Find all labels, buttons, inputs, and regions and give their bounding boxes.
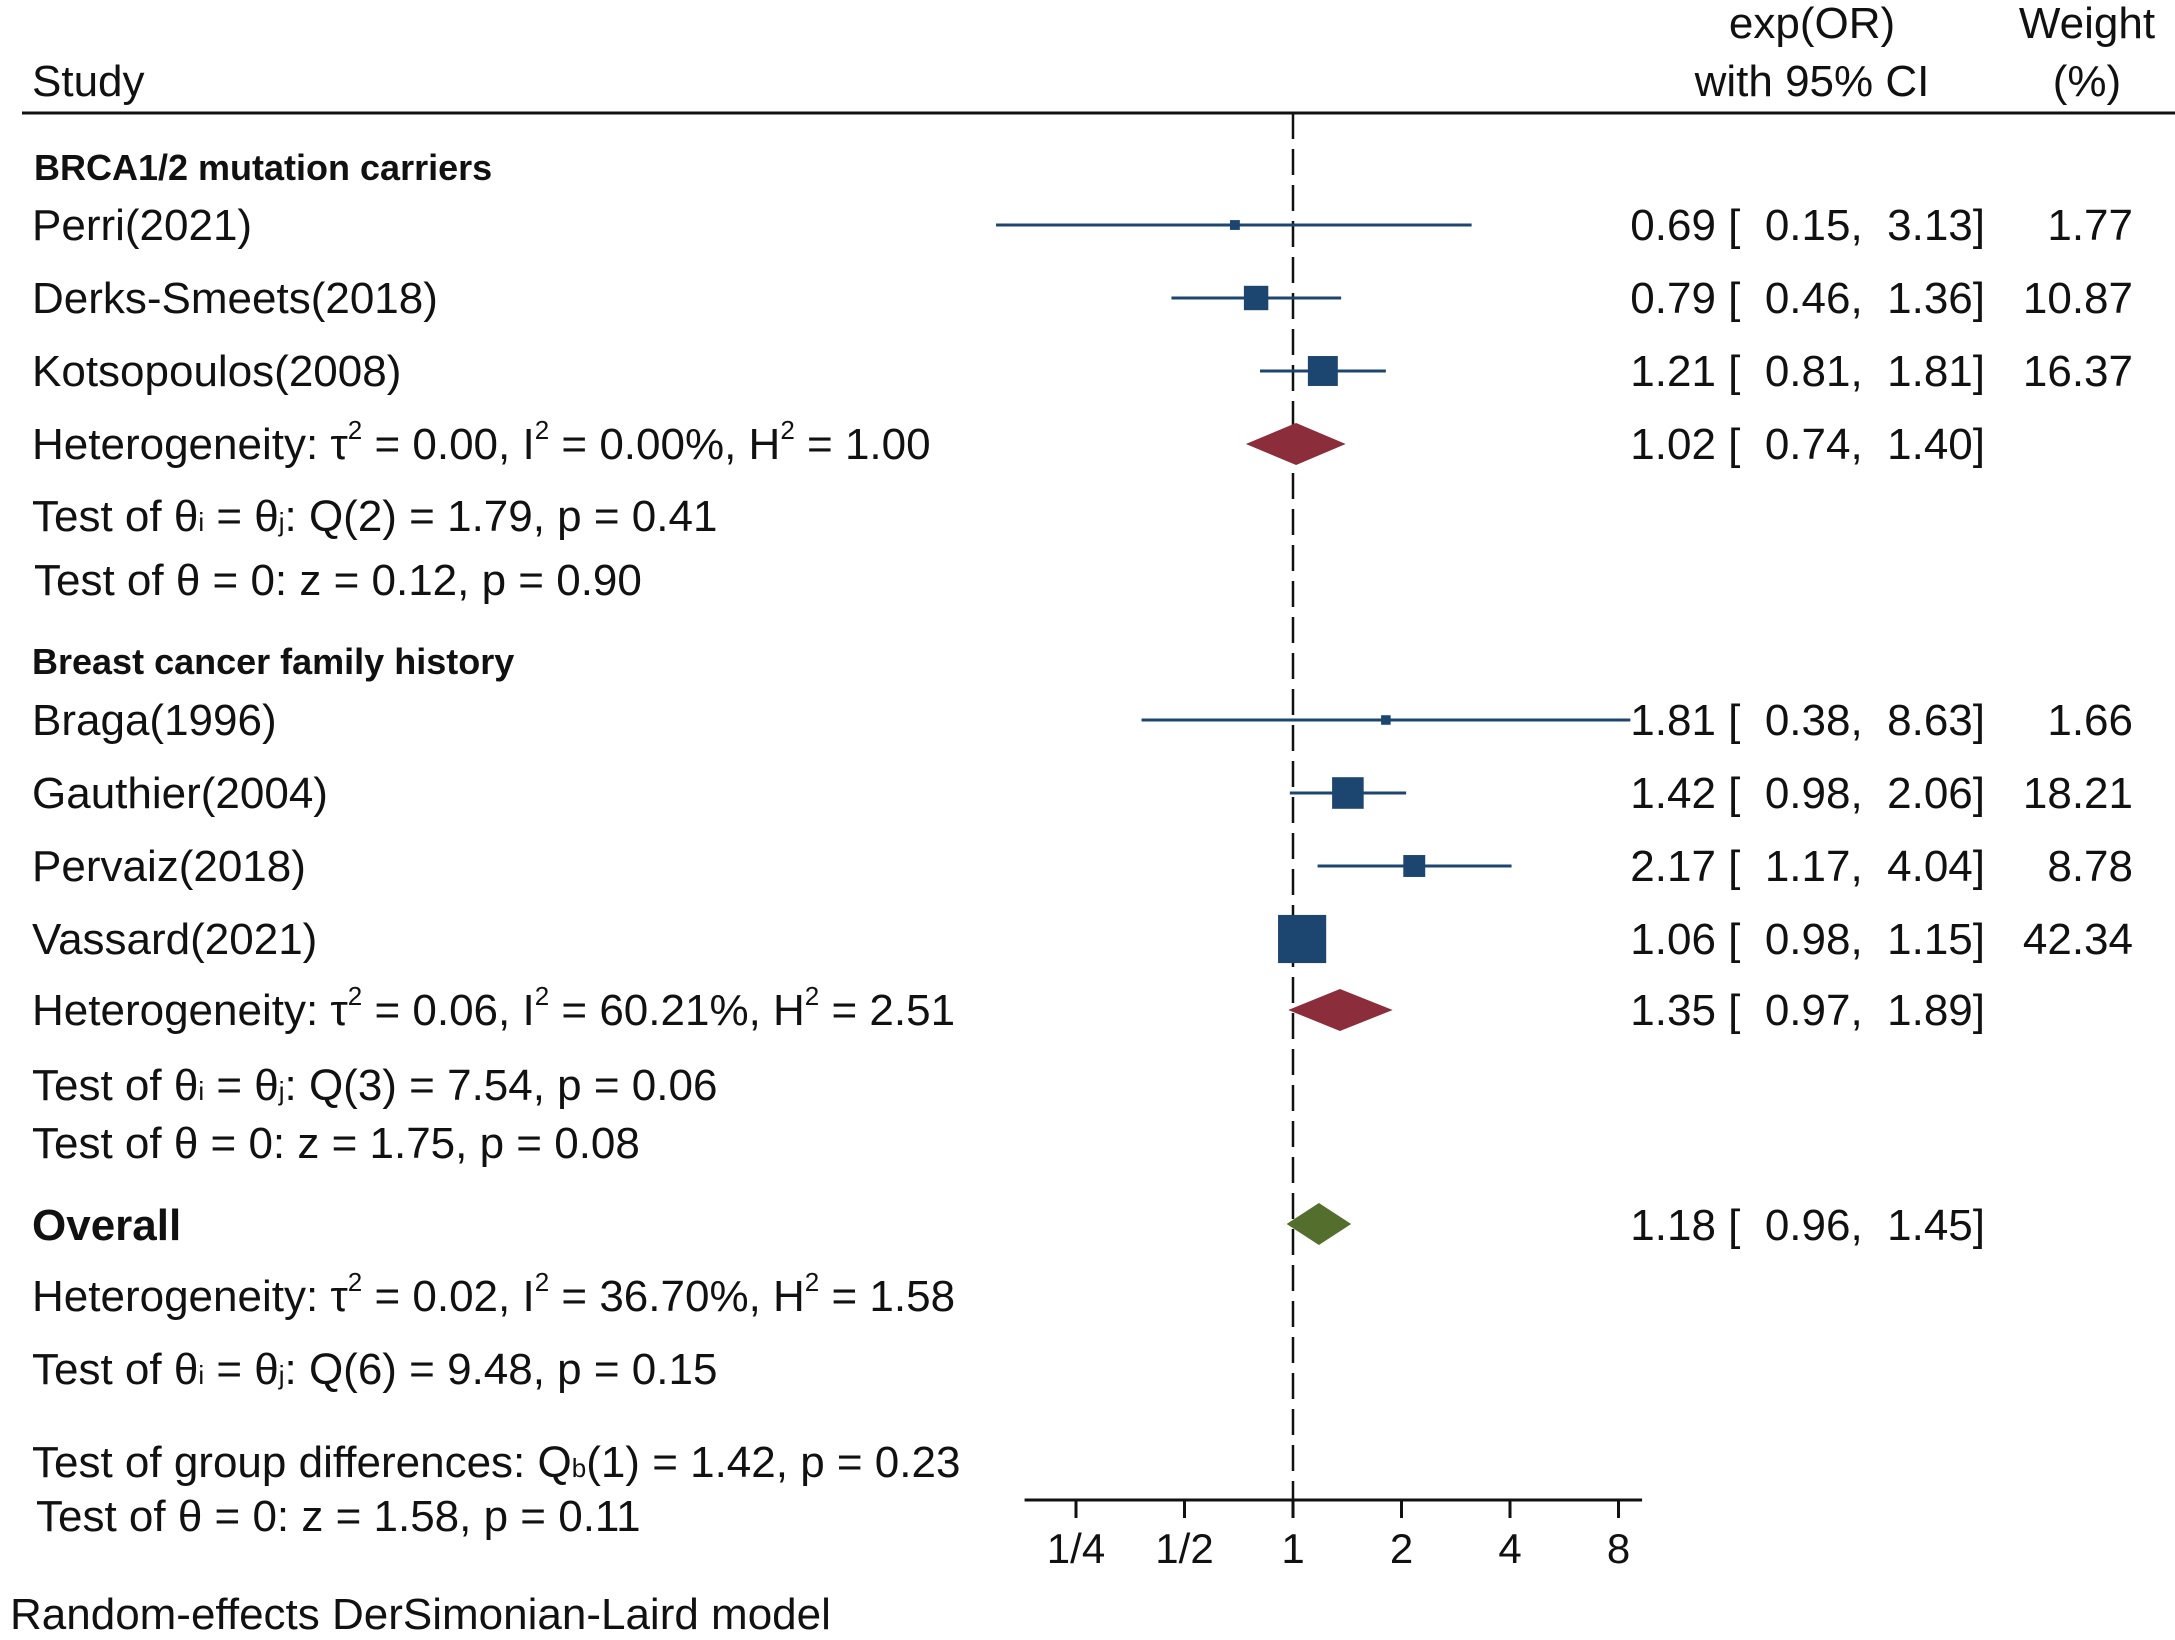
subtotal-row: Heterogeneity: τ2 = 0.00, I2 = 0.00%, H2… — [32, 415, 1985, 469]
study-label: Braga(1996) — [32, 696, 277, 745]
effect-ci-value: 1.21 [ 0.81, 1.81] — [1630, 347, 1985, 396]
subtotal-row: Heterogeneity: τ2 = 0.06, I2 = 60.21%, H… — [32, 981, 1985, 1035]
weight-header-line1: Weight — [2019, 0, 2155, 48]
overall-section: Overall 1.18 [ 0.96, 1.45] Heterogeneity… — [32, 1201, 1985, 1541]
heterogeneity-stats: Heterogeneity: τ2 = 0.06, I2 = 60.21%, H… — [32, 981, 955, 1035]
study-label: Vassard(2021) — [32, 915, 317, 964]
group-difference-test: Test of group differences: Qb(1) = 1.42,… — [32, 1438, 960, 1487]
weight-value: 18.21 — [2023, 769, 2133, 818]
study-label: Gauthier(2004) — [32, 769, 328, 818]
group-title: BRCA1/2 mutation carriers — [34, 147, 492, 188]
x-tick-label: 1/2 — [1155, 1525, 1213, 1572]
study-label: Pervaiz(2018) — [32, 842, 306, 891]
weight-value: 1.77 — [2047, 201, 2133, 250]
group-title: Breast cancer family history — [32, 641, 514, 682]
x-tick-label: 1 — [1281, 1525, 1304, 1572]
study-row: Derks-Smeets(2018) 0.79 [ 0.46, 1.36] 10… — [32, 274, 2133, 323]
study-header: Study — [32, 57, 145, 106]
weight-value: 10.87 — [2023, 274, 2133, 323]
column-headers: Study exp(OR) with 95% CI Weight (%) — [22, 0, 2175, 115]
study-marker — [1307, 356, 1338, 386]
study-label: Derks-Smeets(2018) — [32, 274, 438, 323]
study-row: Perri(2021) 0.69 [ 0.15, 3.13] 1.77 — [32, 201, 2133, 250]
weight-value: 16.37 — [2023, 347, 2133, 396]
heterogeneity-stats: Heterogeneity: τ2 = 0.00, I2 = 0.00%, H2… — [32, 415, 931, 469]
effect-ci-value: 2.17 [ 1.17, 4.04] — [1630, 842, 1985, 891]
effect-header-line1: exp(OR) — [1729, 0, 1895, 48]
x-tick-label: 4 — [1498, 1525, 1521, 1572]
study-marker — [1381, 715, 1391, 725]
subgroup-diamond — [1288, 989, 1393, 1031]
weight-header-line2: (%) — [2053, 57, 2121, 106]
overall-homogeneity-test: Test of θi = θj: Q(6) = 9.48, p = 0.15 — [32, 1345, 717, 1394]
effect-z-test: Test of θ = 0: z = 1.75, p = 0.08 — [32, 1119, 640, 1168]
effect-ci-value: 1.42 [ 0.98, 2.06] — [1630, 769, 1985, 818]
overall-z-test: Test of θ = 0: z = 1.58, p = 0.11 — [36, 1492, 641, 1541]
group-brca: BRCA1/2 mutation carriers Perri(2021) 0.… — [32, 147, 2133, 605]
study-row: Gauthier(2004) 1.42 [ 0.98, 2.06] 18.21 — [32, 769, 2133, 818]
subtotal-effect-ci-value: 1.02 [ 0.74, 1.40] — [1630, 420, 1985, 469]
group-family-history: Breast cancer family history Braga(1996)… — [32, 641, 2133, 1168]
study-row: Vassard(2021) 1.06 [ 0.98, 1.15] 42.34 — [32, 914, 2133, 964]
effect-ci-value: 0.79 [ 0.46, 1.36] — [1630, 274, 1985, 323]
subgroup-diamond — [1245, 423, 1346, 465]
model-footnote: Random-effects DerSimonian-Laird model — [10, 1590, 831, 1639]
effect-ci-value: 1.06 [ 0.98, 1.15] — [1630, 915, 1985, 964]
study-label: Perri(2021) — [32, 201, 252, 250]
study-marker — [1403, 855, 1426, 877]
effect-ci-value: 0.69 [ 0.15, 3.13] — [1630, 201, 1985, 250]
subtotal-effect-ci-value: 1.35 [ 0.97, 1.89] — [1630, 986, 1985, 1035]
study-marker — [1229, 220, 1240, 230]
effect-ci-value: 1.81 [ 0.38, 8.63] — [1630, 696, 1985, 745]
overall-heterogeneity-stats: Heterogeneity: τ2 = 0.02, I2 = 36.70%, H… — [32, 1267, 955, 1321]
weight-value: 8.78 — [2047, 842, 2133, 891]
overall-diamond — [1286, 1203, 1352, 1245]
overall-effect-ci-value: 1.18 [ 0.96, 1.45] — [1630, 1201, 1985, 1250]
study-marker — [1243, 285, 1269, 311]
x-axis: 1/4 1/2 1 2 4 8 — [1024, 1498, 1643, 1572]
study-label: Kotsopoulos(2008) — [32, 347, 401, 396]
homogeneity-test: Test of θi = θj: Q(3) = 7.54, p = 0.06 — [32, 1061, 717, 1110]
study-marker — [1278, 914, 1327, 964]
overall-label: Overall — [32, 1201, 181, 1250]
x-tick-label: 2 — [1390, 1525, 1413, 1572]
homogeneity-test: Test of θi = θj: Q(2) = 1.79, p = 0.41 — [32, 492, 717, 541]
study-row: Kotsopoulos(2008) 1.21 [ 0.81, 1.81] 16.… — [32, 347, 2133, 396]
study-marker — [1332, 777, 1364, 809]
x-tick-label: 8 — [1607, 1525, 1630, 1572]
study-row: Braga(1996) 1.81 [ 0.38, 8.63] 1.66 — [32, 696, 2133, 745]
x-tick-label: 1/4 — [1047, 1525, 1105, 1572]
effect-header-line2: with 95% CI — [1694, 57, 1930, 106]
weight-value: 42.34 — [2023, 915, 2133, 964]
effect-z-test: Test of θ = 0: z = 0.12, p = 0.90 — [34, 556, 642, 605]
study-row: Pervaiz(2018) 2.17 [ 1.17, 4.04] 8.78 — [32, 842, 2133, 891]
weight-value: 1.66 — [2047, 696, 2133, 745]
